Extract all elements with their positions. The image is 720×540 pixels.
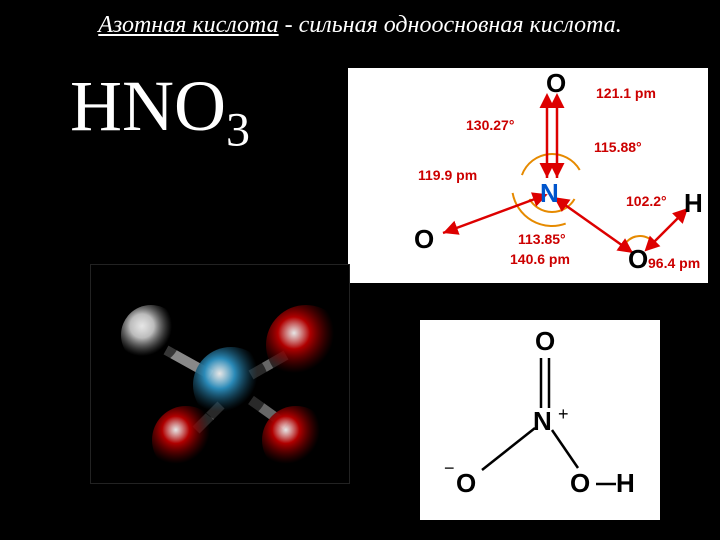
svg-text:O: O [570, 468, 590, 498]
svg-text:130.27°: 130.27° [466, 117, 514, 133]
chemical-formula: HNO3 [70, 70, 250, 154]
svg-text:119.9 pm: 119.9 pm [418, 167, 477, 183]
svg-text:113.85°: 113.85° [518, 231, 566, 247]
ballstick-model [90, 264, 350, 484]
svg-text:O: O [546, 68, 566, 98]
svg-text:140.6 pm: 140.6 pm [510, 251, 570, 267]
lewis-structure: ONOOH+− [420, 320, 660, 520]
svg-text:O: O [535, 326, 555, 356]
svg-text:H: H [616, 468, 635, 498]
geometry-diagram: O N O O H 121.1 pm 130.27° 115.88° 119.9 pm 102.2… [348, 68, 708, 283]
svg-text:−: − [444, 458, 455, 478]
svg-text:N: N [533, 406, 552, 436]
svg-text:N: N [540, 178, 559, 208]
svg-text:121.1 pm: 121.1 pm [596, 85, 656, 101]
title-underlined: Азотная кислота [98, 12, 278, 38]
formula-prefix: HNO [70, 66, 226, 146]
svg-text:96.4 pm: 96.4 pm [648, 255, 700, 271]
title-rest: - сильная одноосновная кислота. [279, 12, 622, 38]
svg-text:115.88°: 115.88° [594, 139, 642, 155]
svg-text:102.2°: 102.2° [626, 193, 667, 209]
svg-text:+: + [558, 404, 569, 424]
svg-text:O: O [456, 468, 476, 498]
svg-text:O: O [628, 244, 648, 274]
svg-text:O: O [414, 224, 434, 254]
formula-subscript: 3 [226, 103, 250, 156]
slide-title: Азотная кислота - сильная одноосновная к… [0, 0, 720, 47]
svg-text:H: H [684, 188, 703, 218]
